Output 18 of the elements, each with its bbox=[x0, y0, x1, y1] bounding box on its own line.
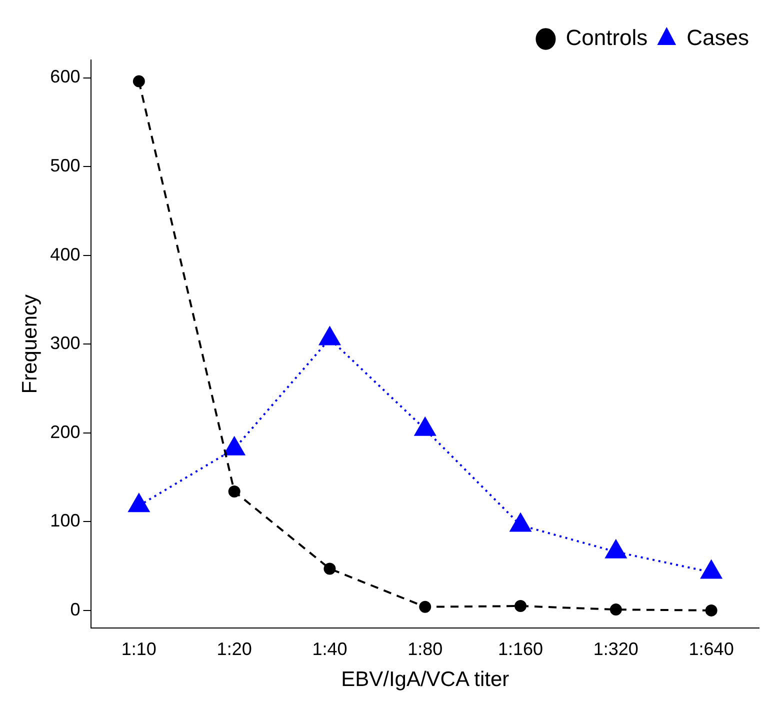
y-tick-label: 100 bbox=[50, 510, 80, 531]
x-axis-title: EBV/IgA/VCA titer bbox=[341, 668, 510, 692]
y-tick-label: 300 bbox=[50, 333, 80, 354]
y-tick-label: 0 bbox=[70, 599, 80, 620]
legend-label: Cases bbox=[686, 25, 749, 50]
x-tick-label: 1:640 bbox=[688, 638, 734, 659]
x-tick-label: 1:40 bbox=[312, 638, 348, 659]
y-axis-title: Frequency bbox=[18, 294, 42, 394]
y-tick-label: 200 bbox=[50, 422, 80, 442]
x-tick-label: 1:160 bbox=[498, 638, 544, 659]
x-tick-label: 1:80 bbox=[408, 638, 443, 659]
y-tick-label: 500 bbox=[50, 156, 80, 176]
legend-label: Controls bbox=[566, 25, 648, 50]
y-tick-label: 400 bbox=[50, 244, 80, 264]
x-tick-label: 1:320 bbox=[593, 638, 638, 659]
x-tick-label: 1:20 bbox=[216, 638, 252, 659]
y-tick-label: 600 bbox=[50, 66, 80, 87]
x-tick-label: 1:10 bbox=[121, 638, 156, 659]
